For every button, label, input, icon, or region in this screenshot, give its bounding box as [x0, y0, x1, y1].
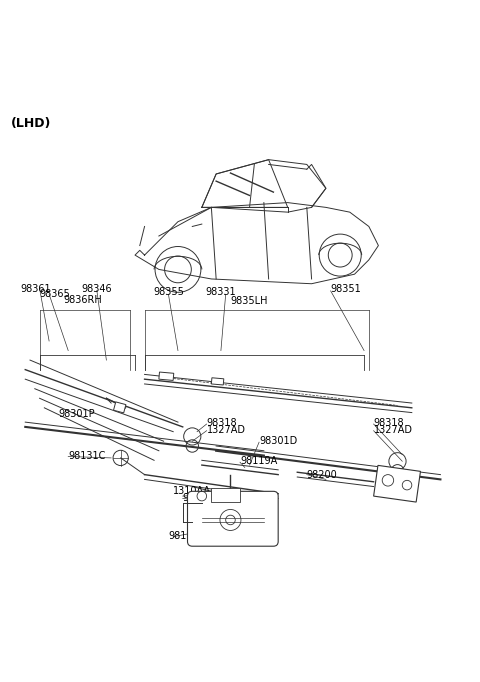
Text: 9836RH: 9836RH	[63, 295, 102, 306]
Text: 1327AD: 1327AD	[373, 425, 413, 434]
Text: 9835LH: 9835LH	[231, 297, 268, 306]
Text: 98355: 98355	[153, 287, 184, 297]
Text: 98351: 98351	[331, 284, 361, 295]
Bar	[159, 372, 174, 381]
Text: 98318: 98318	[373, 418, 404, 428]
Text: 98361: 98361	[21, 284, 51, 293]
Text: (LHD): (LHD)	[11, 117, 51, 130]
Text: 1310AA: 1310AA	[173, 486, 211, 496]
Text: 1327AD: 1327AD	[206, 425, 246, 434]
Bar	[114, 402, 126, 413]
Bar	[373, 465, 420, 502]
Text: 98301D: 98301D	[259, 436, 297, 446]
Text: 98318: 98318	[206, 418, 237, 428]
Bar	[211, 378, 224, 385]
Text: 98119A: 98119A	[240, 456, 277, 466]
Text: 98131C: 98131C	[68, 451, 106, 460]
FancyBboxPatch shape	[188, 491, 278, 546]
Text: 98110: 98110	[168, 531, 199, 541]
Text: 98301P: 98301P	[59, 409, 96, 419]
Text: 98346: 98346	[82, 284, 112, 293]
Text: 98331: 98331	[205, 287, 236, 297]
Text: 98365: 98365	[39, 289, 70, 299]
Text: 98160C: 98160C	[183, 492, 220, 503]
Bar	[211, 488, 240, 503]
Text: 98200: 98200	[307, 470, 337, 479]
